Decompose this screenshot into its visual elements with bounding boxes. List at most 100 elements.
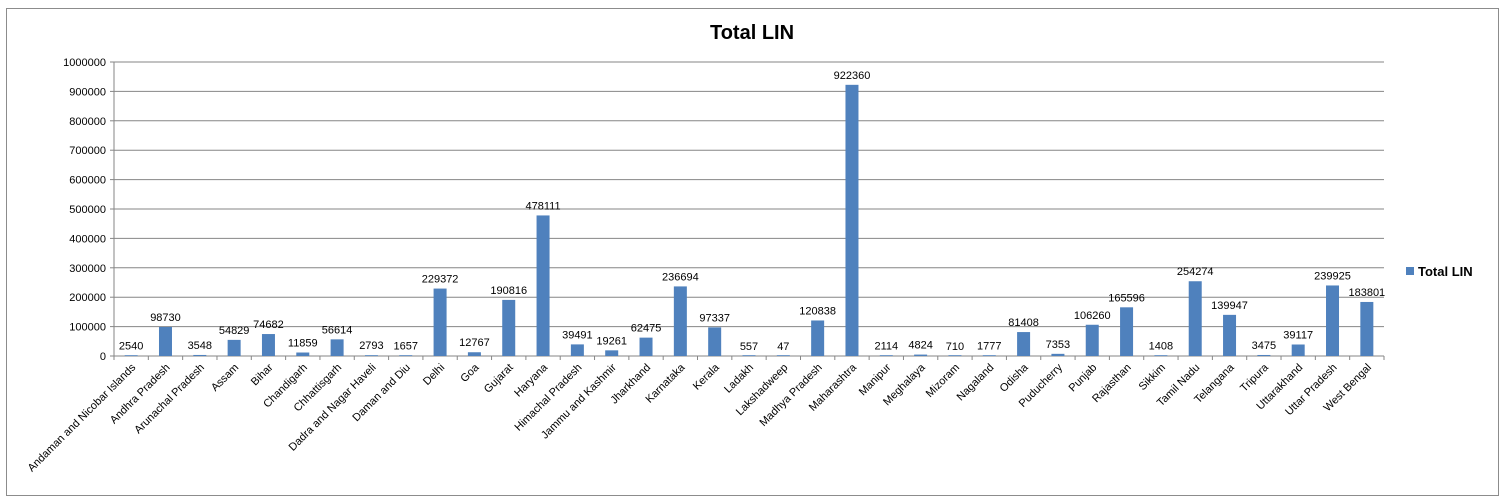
data-label: 2114 — [874, 340, 898, 352]
data-label: 7353 — [1046, 339, 1070, 351]
data-label: 557 — [740, 341, 758, 353]
y-tick-label: 400000 — [69, 233, 106, 245]
x-category-label: Delhi — [421, 362, 447, 388]
x-category-label: Assam — [209, 362, 241, 394]
bar — [261, 334, 275, 356]
x-category-label: Nagaland — [955, 362, 997, 404]
bar — [982, 355, 996, 356]
data-label: 62475 — [631, 323, 662, 335]
x-category-label: Goa — [458, 361, 482, 385]
bar — [536, 215, 550, 356]
bar — [1188, 281, 1202, 356]
bar — [330, 339, 344, 356]
data-label: 56614 — [322, 324, 353, 336]
gridlines — [110, 61, 1384, 357]
data-label: 12767 — [459, 337, 490, 349]
data-label: 236694 — [662, 271, 699, 283]
data-label: 1777 — [977, 340, 1001, 352]
legend-label: Total LIN — [1418, 264, 1473, 279]
legend-swatch — [1406, 267, 1414, 275]
bar — [296, 352, 310, 356]
data-label: 922360 — [834, 70, 871, 82]
data-label: 1657 — [394, 341, 418, 353]
y-tick-label: 700000 — [69, 145, 106, 157]
x-category-label: Bihar — [249, 361, 276, 388]
bar — [605, 350, 619, 356]
chart-frame — [6, 8, 1499, 496]
bar — [433, 288, 447, 356]
data-label: 11859 — [288, 338, 318, 350]
data-label: 106260 — [1074, 310, 1111, 322]
bar — [364, 355, 378, 356]
bar — [193, 354, 207, 356]
bar — [742, 355, 756, 356]
x-category-label: Madhya Pradesh — [757, 362, 824, 429]
y-axis-tick-labels: 0 100000 200000 300000 400000 500000 600000 700… — [63, 57, 106, 363]
x-category-label: Andhra Pradesh — [108, 362, 173, 427]
data-label: 120838 — [799, 305, 836, 317]
data-labels: 2540 98730 3548 54829 74682 11859 56614 2793 165… — [119, 70, 1385, 353]
bar — [1085, 324, 1099, 356]
data-label: 98730 — [150, 312, 181, 324]
bar — [948, 355, 962, 356]
bar — [708, 327, 722, 356]
bars — [124, 84, 1374, 356]
x-category-label: Tripura — [1238, 361, 1271, 394]
y-tick-label: 1000000 — [63, 57, 106, 69]
x-category-label: Sikkim — [1137, 362, 1168, 393]
bar — [1257, 354, 1271, 356]
data-label: 54829 — [219, 325, 250, 337]
data-label: 74682 — [253, 319, 284, 331]
x-category-label: Odisha — [998, 361, 1032, 395]
bar — [776, 355, 790, 356]
bar — [811, 320, 825, 356]
y-tick-label: 600000 — [69, 175, 106, 187]
data-label: 165596 — [1108, 292, 1145, 304]
data-label: 239925 — [1314, 270, 1351, 282]
bar — [639, 337, 653, 356]
y-tick-label: 500000 — [69, 204, 106, 216]
bar — [879, 355, 893, 356]
data-label: 254274 — [1177, 266, 1214, 278]
x-category-label: Kerala — [691, 361, 723, 393]
bar — [1120, 307, 1134, 356]
data-label: 229372 — [422, 274, 459, 286]
y-tick-label: 800000 — [69, 116, 106, 128]
bar — [467, 352, 481, 356]
data-label: 47 — [777, 341, 789, 353]
data-label: 97337 — [699, 312, 730, 324]
y-tick-label: 100000 — [69, 322, 106, 334]
bar — [1291, 344, 1305, 356]
legend: Total LIN — [1406, 264, 1473, 279]
bar — [124, 355, 138, 356]
y-tick-label: 0 — [100, 351, 106, 363]
bar — [502, 299, 516, 356]
data-label: 1408 — [1149, 341, 1173, 353]
y-tick-label: 200000 — [69, 292, 106, 304]
data-label: 4824 — [908, 340, 932, 352]
data-label: 2793 — [359, 340, 383, 352]
bar — [1017, 332, 1031, 356]
x-category-label: Punjab — [1067, 362, 1100, 395]
bar — [1223, 314, 1237, 356]
bar — [227, 339, 241, 356]
data-label: 183801 — [1348, 287, 1385, 299]
data-label: 19261 — [596, 335, 627, 347]
y-tick-label: 300000 — [69, 263, 106, 275]
data-label: 710 — [946, 341, 964, 353]
x-category-label: Gujarat — [482, 362, 516, 396]
bar — [673, 286, 687, 356]
data-label: 81408 — [1008, 317, 1039, 329]
bar — [1154, 355, 1168, 356]
bar — [1360, 301, 1374, 356]
data-label: 2540 — [119, 340, 143, 352]
data-label: 39117 — [1283, 329, 1313, 341]
data-label: 190816 — [490, 285, 527, 297]
bar — [1326, 285, 1340, 356]
x-category-label: Ladakh — [722, 362, 756, 396]
chart-title: Total LIN — [710, 22, 794, 44]
bar — [1051, 353, 1065, 356]
bar — [914, 354, 928, 356]
